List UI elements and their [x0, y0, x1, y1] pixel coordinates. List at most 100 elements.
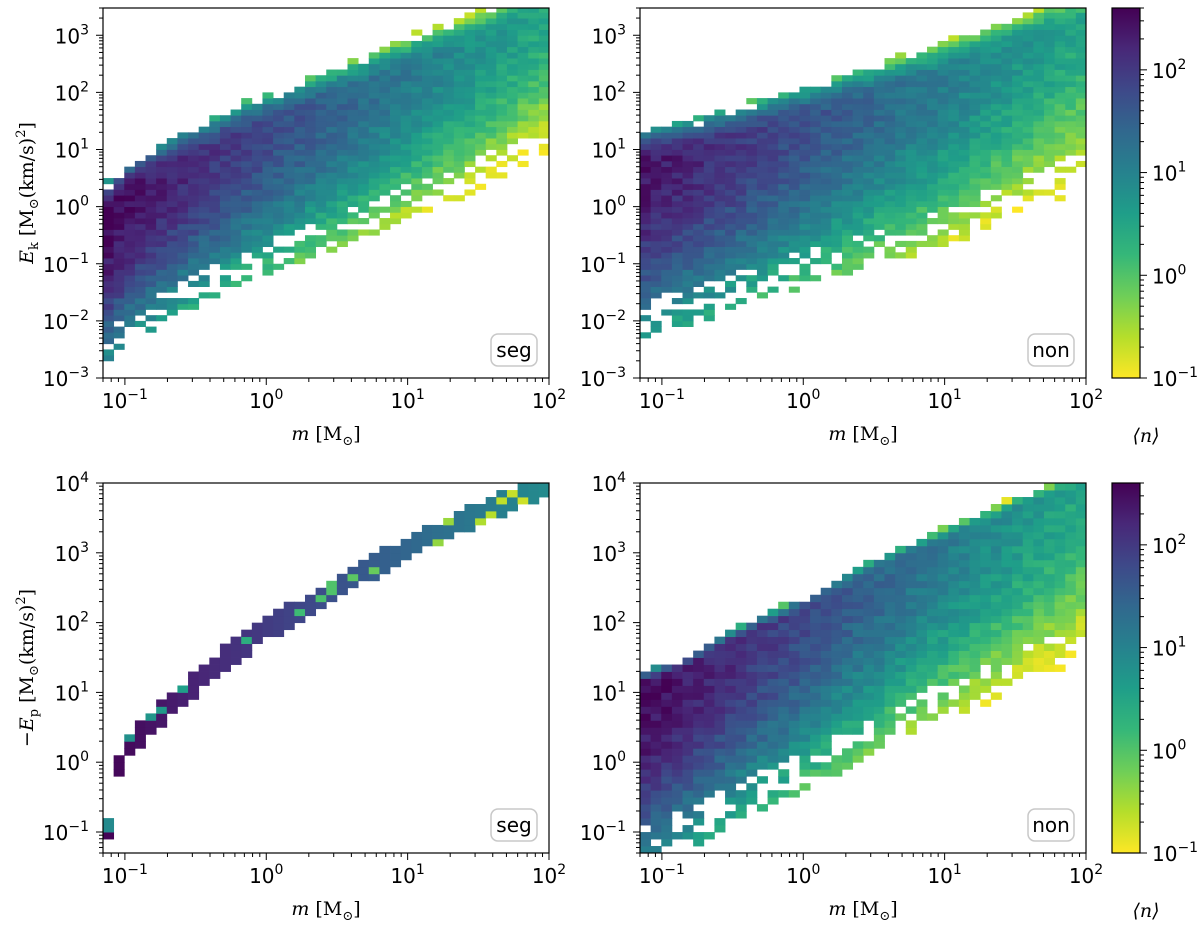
- heatmap-cell: [475, 58, 487, 65]
- heatmap-cell: [948, 166, 960, 173]
- heatmap-cell: [421, 40, 433, 48]
- heatmap-cell: [294, 206, 306, 213]
- x-axis-label: m [M⊙]: [291, 898, 360, 924]
- heatmap-cell: [725, 657, 737, 665]
- heatmap-cell: [884, 671, 896, 679]
- heatmap-cell: [799, 235, 811, 242]
- heatmap-cell: [209, 195, 221, 202]
- heatmap-cell: [820, 155, 832, 162]
- heatmap-cell: [852, 258, 864, 265]
- heatmap-cell: [432, 149, 444, 156]
- heatmap-cell: [262, 138, 274, 145]
- heatmap-cell: [927, 155, 939, 162]
- heatmap-cell: [198, 240, 210, 248]
- heatmap-cell: [714, 149, 726, 156]
- heatmap-cell: [905, 643, 917, 651]
- heatmap-cell: [188, 223, 200, 230]
- heatmap-cell: [831, 622, 843, 631]
- heatmap-cell: [735, 657, 747, 665]
- heatmap-cell: [368, 98, 380, 105]
- heatmap-cell: [799, 657, 811, 665]
- heatmap-cell: [980, 218, 992, 225]
- heatmap-cell: [336, 103, 348, 110]
- heatmap-cell: [831, 601, 843, 610]
- heatmap-cell: [113, 178, 125, 185]
- heatmap-cell: [969, 52, 981, 59]
- heatmap-cell: [958, 671, 970, 679]
- heatmap-cell: [831, 615, 843, 624]
- heatmap-cell: [916, 98, 928, 105]
- heatmap-cell: [1043, 58, 1055, 65]
- heatmap-cell: [714, 246, 726, 253]
- heatmap-cell: [873, 240, 885, 248]
- heatmap-cell: [735, 629, 747, 638]
- heatmap-cell: [980, 629, 992, 638]
- panel-tag: seg: [490, 333, 538, 367]
- heatmap-cell: [873, 120, 885, 128]
- heatmap-cell: [990, 115, 1002, 122]
- heatmap-cell: [714, 275, 726, 282]
- heatmap-cell: [315, 143, 327, 150]
- heatmap-cell: [884, 713, 896, 721]
- heatmap-cell: [905, 98, 917, 105]
- heatmap-cell: [873, 195, 885, 202]
- heatmap-cell: [884, 608, 896, 617]
- heatmap-cell: [379, 109, 391, 116]
- heatmap-cell: [746, 178, 758, 185]
- heatmap-cell: [113, 315, 125, 322]
- heatmap-cell: [863, 92, 875, 99]
- heatmap-cell: [799, 160, 811, 168]
- heatmap-cell: [661, 178, 673, 185]
- heatmap-cell: [443, 195, 455, 202]
- heatmap-cell: [788, 601, 800, 610]
- heatmap-cell: [841, 636, 854, 645]
- heatmap-cell: [538, 52, 549, 59]
- heatmap-cell: [661, 132, 673, 139]
- heatmap-cell: [294, 155, 306, 162]
- heatmap-cell: [315, 172, 327, 179]
- heatmap-cell: [650, 320, 662, 327]
- heatmap-cell: [262, 269, 274, 276]
- heatmap-cell: [948, 172, 960, 179]
- heatmap-cell: [1033, 594, 1045, 603]
- heatmap-cell: [746, 212, 758, 219]
- heatmap-cell: [421, 524, 433, 533]
- heatmap-cell: [969, 35, 981, 42]
- heatmap-cell: [788, 206, 800, 213]
- heatmap-cell: [756, 643, 768, 651]
- heatmap-cell: [788, 790, 800, 798]
- heatmap-cell: [1001, 643, 1013, 651]
- heatmap-cell: [390, 103, 402, 110]
- heatmap-cell: [937, 172, 949, 179]
- heatmap-cell: [198, 235, 210, 242]
- heatmap-cell: [294, 103, 306, 110]
- heatmap-cell: [1054, 120, 1066, 128]
- heatmap-cell: [219, 126, 231, 133]
- heatmap-cell: [506, 75, 518, 82]
- heatmap-cell: [379, 183, 391, 190]
- heatmap-cell: [528, 483, 540, 491]
- heatmap-cell: [703, 269, 715, 276]
- heatmap-cell: [916, 706, 928, 714]
- heatmap-cell: [661, 741, 673, 749]
- heatmap-cell: [304, 240, 317, 248]
- heatmap-cell: [841, 109, 854, 116]
- heatmap-cell: [884, 246, 896, 253]
- heatmap-cell: [453, 138, 465, 145]
- heatmap-cell: [103, 229, 115, 236]
- heatmap-cell: [283, 615, 295, 624]
- heatmap-cell: [671, 315, 683, 322]
- heatmap-cell: [188, 206, 200, 213]
- heatmap-cell: [863, 580, 875, 589]
- heatmap-cell: [937, 195, 949, 202]
- heatmap-cell: [884, 189, 896, 196]
- heatmap-cell: [326, 120, 338, 128]
- heatmap-cell: [219, 206, 231, 213]
- heatmap-cell: [927, 80, 939, 88]
- heatmap-cell: [134, 212, 146, 219]
- heatmap-cell: [788, 240, 800, 248]
- heatmap-cell: [820, 120, 832, 128]
- heatmap-cell: [841, 748, 854, 756]
- heatmap-cell: [650, 811, 662, 819]
- heatmap-cell: [746, 671, 758, 679]
